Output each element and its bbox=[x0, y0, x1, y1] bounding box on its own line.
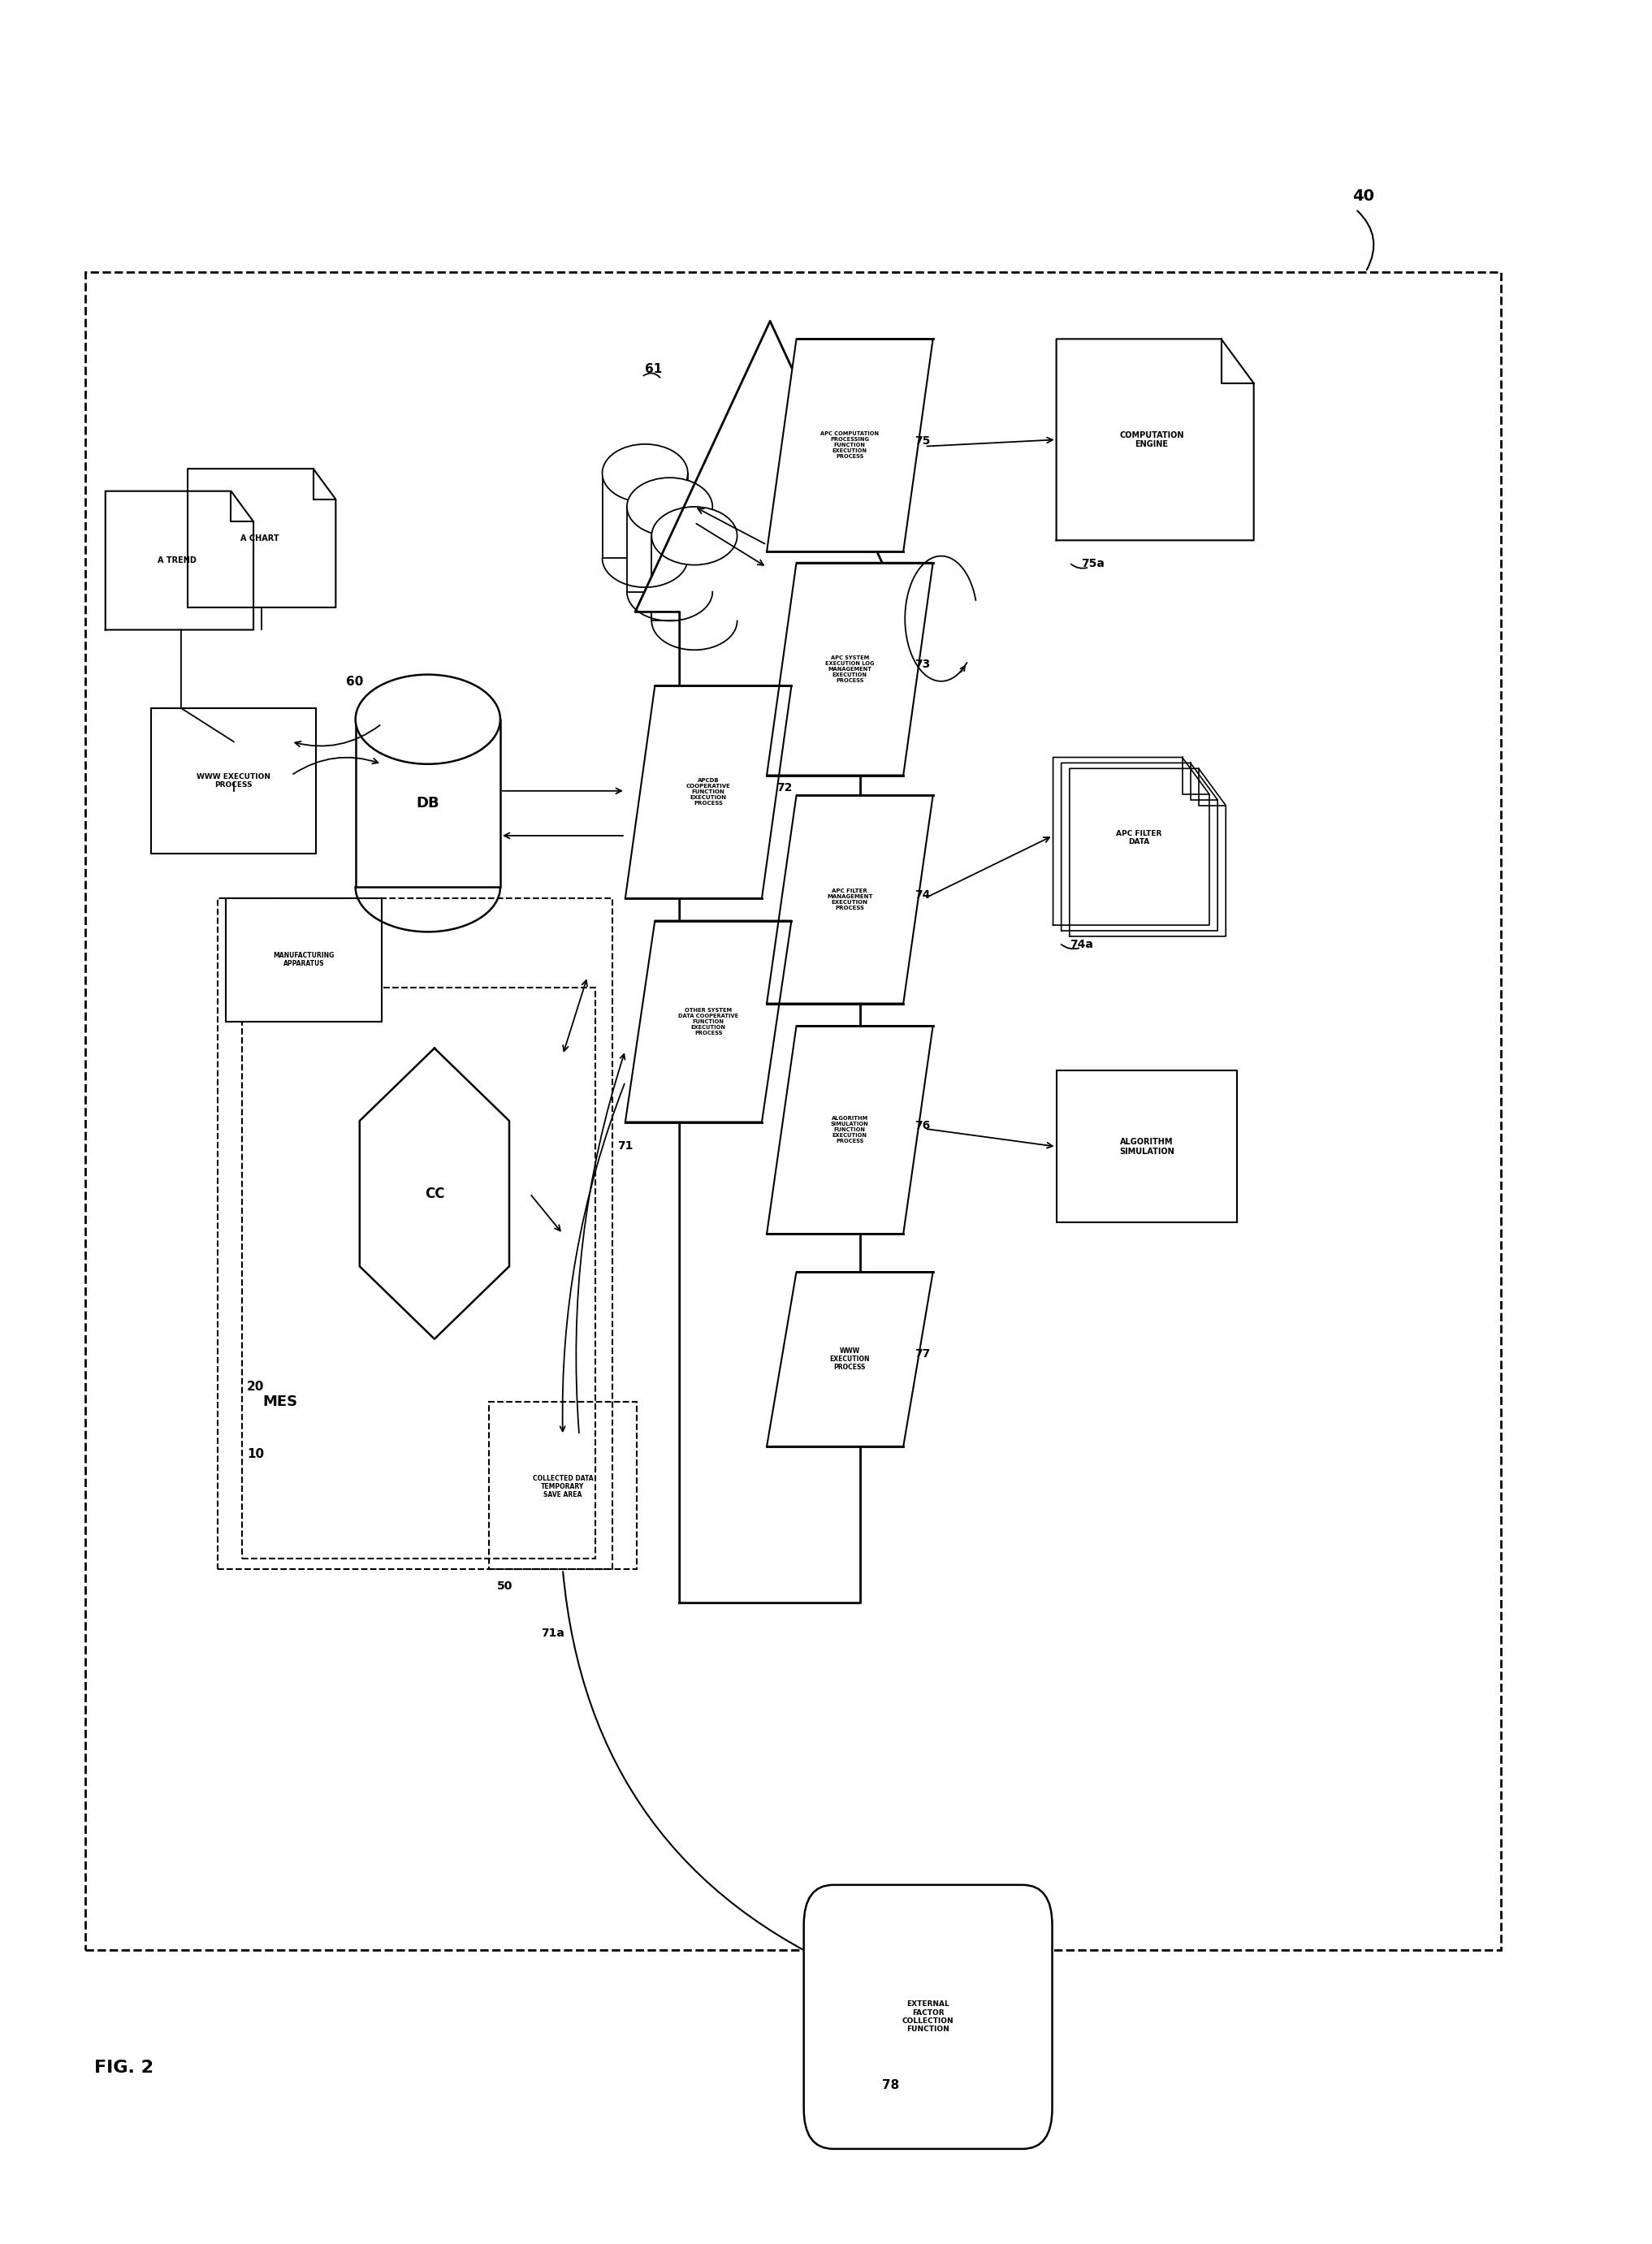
Text: WWW EXECUTION
PROCESS: WWW EXECUTION PROCESS bbox=[197, 772, 271, 788]
Bar bbox=[225, 898, 382, 1021]
Text: APC FILTER
MANAGEMENT
EXECUTION
PROCESS: APC FILTER MANAGEMENT EXECUTION PROCESS bbox=[828, 889, 872, 911]
Text: ALGORITHM
SIMULATION
FUNCTION
EXECUTION
PROCESS: ALGORITHM SIMULATION FUNCTION EXECUTION … bbox=[831, 1115, 869, 1144]
Ellipse shape bbox=[626, 478, 712, 536]
Polygon shape bbox=[1061, 763, 1218, 931]
Bar bbox=[86, 272, 1500, 1950]
Text: 74: 74 bbox=[915, 889, 930, 900]
Text: 71: 71 bbox=[618, 1140, 633, 1151]
Polygon shape bbox=[1056, 339, 1254, 541]
Text: MES: MES bbox=[263, 1394, 297, 1409]
Text: 77: 77 bbox=[915, 1349, 930, 1360]
Polygon shape bbox=[360, 1048, 509, 1340]
Text: 40: 40 bbox=[1353, 188, 1374, 204]
Text: APCDB
COOPERATIVE
FUNCTION
EXECUTION
PROCESS: APCDB COOPERATIVE FUNCTION EXECUTION PRO… bbox=[686, 779, 730, 806]
Text: MANUFACTURING
APPARATUS: MANUFACTURING APPARATUS bbox=[273, 951, 334, 967]
Text: WWW
EXECUTION
PROCESS: WWW EXECUTION PROCESS bbox=[829, 1346, 871, 1371]
Polygon shape bbox=[624, 920, 791, 1122]
Text: 50: 50 bbox=[497, 1580, 512, 1591]
Polygon shape bbox=[1069, 767, 1226, 936]
Polygon shape bbox=[106, 491, 253, 631]
Text: 60: 60 bbox=[345, 675, 363, 689]
Text: APC SYSTEM
EXECUTION LOG
MANAGEMENT
EXECUTION
PROCESS: APC SYSTEM EXECUTION LOG MANAGEMENT EXEC… bbox=[826, 655, 874, 682]
Text: COMPUTATION
ENGINE: COMPUTATION ENGINE bbox=[1120, 431, 1184, 449]
Text: 76: 76 bbox=[915, 1120, 930, 1131]
Text: 73: 73 bbox=[915, 660, 930, 671]
Polygon shape bbox=[767, 794, 933, 1003]
Text: A TREND: A TREND bbox=[157, 557, 197, 565]
Polygon shape bbox=[767, 339, 933, 552]
Polygon shape bbox=[1052, 756, 1209, 925]
Bar bbox=[218, 898, 613, 1569]
Text: APC COMPUTATION
PROCESSING
FUNCTION
EXECUTION
PROCESS: APC COMPUTATION PROCESSING FUNCTION EXEC… bbox=[821, 431, 879, 460]
Polygon shape bbox=[624, 687, 791, 898]
Text: 61: 61 bbox=[644, 364, 662, 375]
Text: OTHER SYSTEM
DATA COOPERATIVE
FUNCTION
EXECUTION
PROCESS: OTHER SYSTEM DATA COOPERATIVE FUNCTION E… bbox=[679, 1008, 738, 1034]
Text: EXTERNAL
FACTOR
COLLECTION
FUNCTION: EXTERNAL FACTOR COLLECTION FUNCTION bbox=[902, 2002, 953, 2033]
Polygon shape bbox=[188, 469, 335, 608]
Text: FIG. 2: FIG. 2 bbox=[94, 2060, 154, 2076]
Text: 10: 10 bbox=[246, 1447, 264, 1461]
Text: APC FILTER
DATA: APC FILTER DATA bbox=[1115, 830, 1161, 846]
Ellipse shape bbox=[651, 507, 737, 565]
Text: 74a: 74a bbox=[1069, 938, 1094, 949]
Text: 20: 20 bbox=[246, 1380, 264, 1394]
Text: CC: CC bbox=[425, 1187, 444, 1201]
Bar bbox=[152, 709, 316, 853]
Text: COLLECTED DATA
TEMPORARY
SAVE AREA: COLLECTED DATA TEMPORARY SAVE AREA bbox=[532, 1474, 593, 1499]
Text: 72: 72 bbox=[776, 781, 793, 794]
Bar bbox=[489, 1402, 636, 1569]
Text: ALGORITHM
SIMULATION: ALGORITHM SIMULATION bbox=[1120, 1138, 1175, 1156]
Polygon shape bbox=[767, 1026, 933, 1234]
Bar bbox=[603, 473, 687, 559]
Polygon shape bbox=[767, 563, 933, 774]
Bar bbox=[651, 536, 737, 622]
Bar bbox=[1056, 1070, 1237, 1223]
Bar bbox=[355, 720, 501, 886]
Text: 75: 75 bbox=[915, 435, 930, 447]
Text: A CHART: A CHART bbox=[240, 534, 279, 543]
FancyBboxPatch shape bbox=[805, 1885, 1052, 2150]
Bar bbox=[241, 987, 596, 1557]
Text: 71a: 71a bbox=[542, 1627, 565, 1638]
Text: 78: 78 bbox=[882, 2078, 899, 2091]
Text: DB: DB bbox=[416, 797, 439, 810]
Bar bbox=[626, 507, 712, 592]
Text: WWW EXECUTION
PROCESS: WWW EXECUTION PROCESS bbox=[111, 824, 185, 839]
Ellipse shape bbox=[603, 444, 687, 503]
Polygon shape bbox=[634, 321, 905, 1602]
Polygon shape bbox=[767, 1272, 933, 1447]
Text: 75a: 75a bbox=[1080, 559, 1105, 570]
Ellipse shape bbox=[355, 675, 501, 763]
